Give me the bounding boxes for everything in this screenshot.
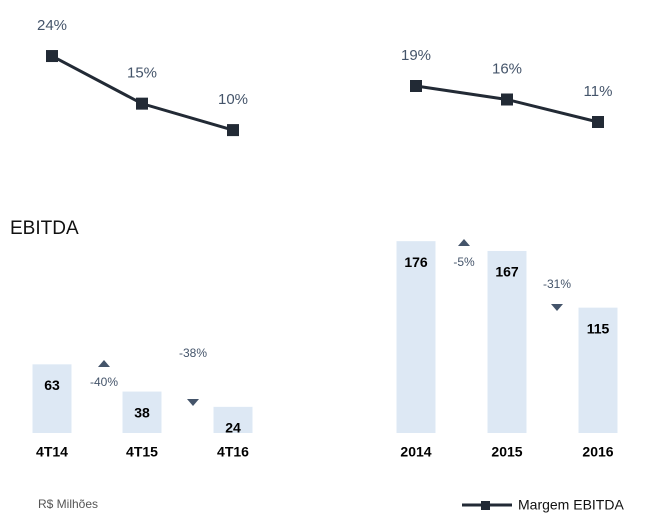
margin-label: 19%: [401, 47, 431, 64]
bar-value: 115: [587, 320, 610, 336]
section-title: EBITDA: [10, 218, 79, 239]
bar: [122, 391, 162, 433]
x-tick-label: 2016: [582, 444, 613, 460]
bar-value: 38: [134, 404, 150, 420]
bar: [487, 250, 527, 433]
margin-marker: [227, 124, 239, 137]
note: R$ Milhões: [38, 497, 98, 511]
change-arrow: [458, 239, 470, 246]
change-label: -40%: [90, 375, 118, 389]
margin-label: 24%: [37, 17, 67, 34]
margin-marker: [410, 80, 422, 92]
bar-value: 24: [225, 420, 241, 436]
change-label: -38%: [179, 346, 207, 360]
change-label: -5%: [453, 255, 475, 269]
bar-value: 63: [44, 377, 60, 393]
margin-label: 10%: [218, 91, 248, 108]
x-tick-label: 4T15: [126, 444, 158, 460]
bar: [213, 406, 253, 433]
x-tick-label: 4T14: [36, 444, 68, 460]
x-tick-label: 2015: [491, 444, 522, 460]
margin-marker: [592, 116, 604, 128]
margin-label: 16%: [492, 60, 522, 77]
change-arrow: [551, 304, 563, 311]
margin-marker: [501, 93, 513, 106]
margin-marker: [46, 50, 58, 63]
margin-label: 11%: [584, 83, 613, 100]
change-arrow: [187, 399, 199, 406]
bar: [396, 241, 436, 433]
bar-value: 167: [495, 264, 519, 280]
x-tick-label: 2014: [400, 444, 431, 460]
change-label: -31%: [543, 277, 571, 291]
legend-label: Margem EBITDA: [518, 497, 624, 513]
bar-value: 176: [404, 254, 428, 270]
legend-marker: [481, 501, 490, 510]
x-tick-label: 4T16: [217, 444, 249, 460]
margin-marker: [136, 97, 148, 110]
margin-label: 15%: [127, 65, 157, 82]
change-arrow: [98, 360, 110, 367]
bar: [32, 364, 72, 433]
bar: [578, 307, 618, 433]
